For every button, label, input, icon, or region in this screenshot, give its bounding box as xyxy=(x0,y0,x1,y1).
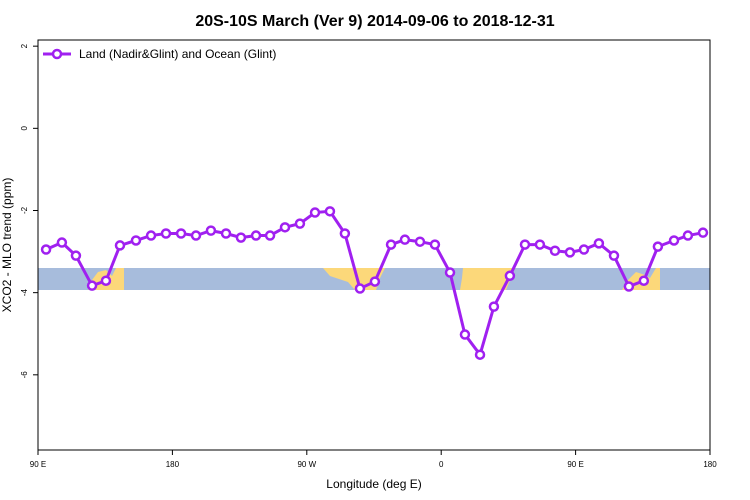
data-point xyxy=(504,270,516,282)
data-point xyxy=(264,230,276,241)
x-tick-label: 90 E xyxy=(567,460,583,469)
y-tick-label: -2 xyxy=(20,206,29,214)
x-axis-label: Longitude (deg E) xyxy=(326,477,421,491)
data-point xyxy=(682,230,694,241)
x-tick-label: 180 xyxy=(703,460,717,469)
data-point xyxy=(294,218,306,229)
data-point xyxy=(114,240,126,251)
data-point xyxy=(638,275,650,286)
data-point xyxy=(339,228,351,239)
data-point xyxy=(519,239,531,250)
data-point xyxy=(175,228,187,239)
plot-frame xyxy=(37,39,711,451)
data-point xyxy=(488,301,500,312)
data-point xyxy=(459,329,471,340)
data-point xyxy=(414,236,426,247)
y-axis-label: XCO2 - MLO trend (ppm) xyxy=(0,178,14,313)
data-point xyxy=(279,222,291,233)
chart-title: 20S-10S March (Ver 9) 2014-09-06 to 2018… xyxy=(195,13,554,30)
x-tick-label: 90 E xyxy=(30,460,46,469)
data-point xyxy=(145,230,157,241)
data-point xyxy=(578,244,590,255)
data-point xyxy=(593,238,605,249)
data-point xyxy=(100,275,112,286)
data-point xyxy=(235,232,247,243)
x-tick-label: 90 W xyxy=(297,460,316,469)
data-point xyxy=(56,237,68,248)
data-point xyxy=(697,227,709,238)
data-point xyxy=(399,234,411,245)
x-tick-label: 180 xyxy=(166,460,180,469)
x-tick-label: 0 xyxy=(439,460,444,469)
data-point xyxy=(608,250,620,261)
data-point xyxy=(309,207,321,218)
data-point xyxy=(220,228,232,239)
data-point xyxy=(205,225,217,236)
y-tick-label: -4 xyxy=(20,289,29,297)
data-point xyxy=(564,247,576,258)
y-tick-label: 0 xyxy=(20,126,29,131)
legend-marker xyxy=(51,48,63,60)
y-tick-label: -6 xyxy=(20,371,29,379)
data-point xyxy=(444,267,456,278)
data-point xyxy=(250,230,262,241)
data-point xyxy=(160,228,172,239)
data-point xyxy=(130,235,142,246)
data-point xyxy=(429,239,441,250)
data-point xyxy=(190,230,202,241)
data-point xyxy=(668,235,680,246)
data-point xyxy=(652,241,664,252)
data-point xyxy=(324,206,336,217)
legend-label: Land (Nadir&Glint) and Ocean (Glint) xyxy=(79,47,276,61)
data-point xyxy=(369,276,381,287)
land xyxy=(460,268,514,290)
data-point xyxy=(86,280,98,291)
data-point xyxy=(354,283,366,294)
data-point xyxy=(385,239,397,250)
data-point xyxy=(70,250,82,261)
data-point xyxy=(40,244,52,255)
data-point xyxy=(474,349,486,360)
y-tick-label: 2 xyxy=(20,43,29,48)
data-point xyxy=(623,281,635,292)
data-point xyxy=(534,239,546,250)
data-point xyxy=(549,245,561,257)
